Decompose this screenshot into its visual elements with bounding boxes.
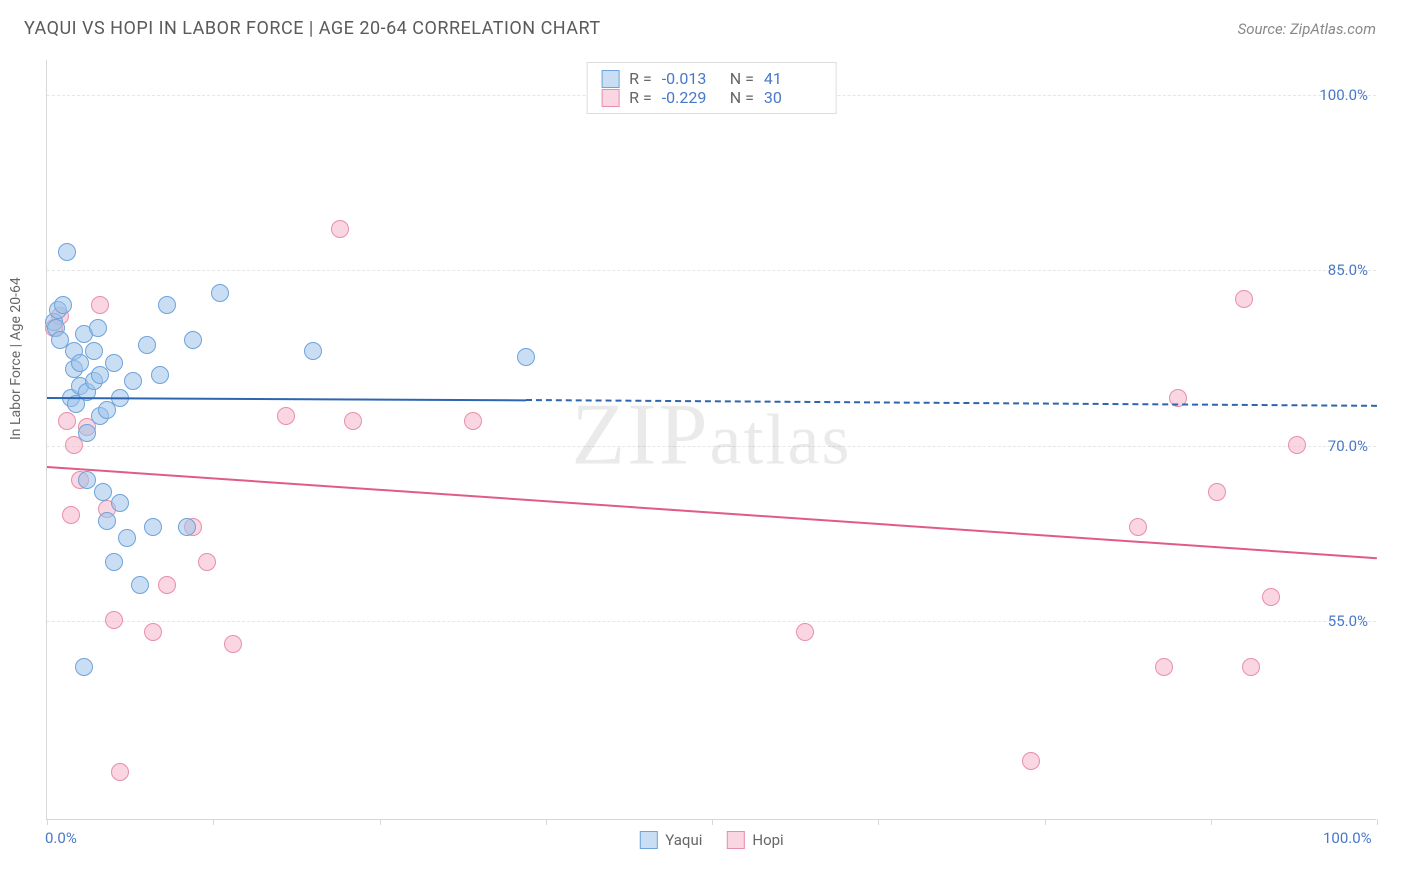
data-point-yaqui: [78, 471, 96, 489]
legend-label-yaqui: Yaqui: [665, 831, 702, 849]
ytick-label: 100.0%: [1319, 86, 1368, 104]
chart-header: YAQUI VS HOPI IN LABOR FORCE | AGE 20-64…: [0, 0, 1406, 49]
legend-swatch-hopi-b: [726, 831, 744, 849]
xtick: [1377, 819, 1378, 825]
data-point-yaqui: [105, 354, 123, 372]
data-point-yaqui: [105, 553, 123, 571]
data-point-yaqui: [151, 366, 169, 384]
data-point-hopi: [277, 407, 295, 425]
data-point-hopi: [111, 763, 129, 781]
legend-row-yaqui: R = -0.013 N = 41: [601, 69, 822, 88]
data-point-yaqui: [144, 518, 162, 536]
legend-n-label: N =: [730, 69, 754, 88]
ytick-label: 85.0%: [1328, 261, 1368, 279]
data-point-yaqui: [58, 243, 76, 261]
legend-swatch-hopi: [601, 89, 619, 107]
xtick-label: 100.0%: [1323, 829, 1372, 847]
legend-r-label: R =: [629, 88, 652, 107]
xtick: [380, 819, 381, 825]
data-point-yaqui: [94, 483, 112, 501]
data-point-hopi: [331, 220, 349, 238]
xtick: [213, 819, 214, 825]
data-point-hopi: [1242, 658, 1260, 676]
data-point-yaqui: [124, 372, 142, 390]
data-point-hopi: [796, 623, 814, 641]
chart-plot-area: ZIPatlas R = -0.013 N = 41 R = -0.229 N …: [46, 60, 1376, 820]
data-point-hopi: [158, 576, 176, 594]
xtick-label: 0.0%: [45, 829, 77, 847]
gridline: [47, 270, 1376, 271]
legend-row-hopi: R = -0.229 N = 30: [601, 88, 822, 107]
data-point-hopi: [1288, 436, 1306, 454]
data-point-yaqui: [158, 296, 176, 314]
y-axis-label: In Labor Force | Age 20-64: [8, 277, 24, 440]
xtick: [1045, 819, 1046, 825]
data-point-hopi: [464, 412, 482, 430]
data-point-yaqui: [304, 342, 322, 360]
data-point-hopi: [62, 506, 80, 524]
data-point-hopi: [1235, 290, 1253, 308]
chart-source: Source: ZipAtlas.com: [1238, 20, 1376, 38]
data-point-hopi: [224, 635, 242, 653]
legend-n-hopi: 30: [764, 88, 822, 107]
data-point-yaqui: [89, 319, 107, 337]
data-point-hopi: [1208, 483, 1226, 501]
legend-swatch-yaqui-b: [639, 831, 657, 849]
data-point-hopi: [105, 611, 123, 629]
data-point-hopi: [1262, 588, 1280, 606]
ytick-label: 55.0%: [1328, 612, 1368, 630]
legend-r-yaqui: -0.013: [662, 69, 720, 88]
legend-swatch-yaqui: [601, 70, 619, 88]
xtick: [47, 819, 48, 825]
data-point-hopi: [1155, 658, 1173, 676]
data-point-yaqui: [54, 296, 72, 314]
legend-n-label: N =: [730, 88, 754, 107]
data-point-yaqui: [184, 331, 202, 349]
legend-n-yaqui: 41: [764, 69, 822, 88]
data-point-hopi: [344, 412, 362, 430]
legend-series: Yaqui Hopi: [639, 831, 783, 849]
xtick: [878, 819, 879, 825]
legend-item-hopi: Hopi: [726, 831, 783, 849]
legend-r-hopi: -0.229: [662, 88, 720, 107]
legend-r-label: R =: [629, 69, 652, 88]
trendline-hopi: [47, 466, 1377, 559]
xtick: [712, 819, 713, 825]
legend-item-yaqui: Yaqui: [639, 831, 702, 849]
xtick: [1211, 819, 1212, 825]
data-point-yaqui: [517, 348, 535, 366]
data-point-hopi: [144, 623, 162, 641]
data-point-hopi: [91, 296, 109, 314]
data-point-hopi: [198, 553, 216, 571]
data-point-yaqui: [211, 284, 229, 302]
trendline-yaqui-extrap: [526, 399, 1377, 407]
gridline: [47, 446, 1376, 447]
data-point-yaqui: [75, 658, 93, 676]
data-point-yaqui: [138, 336, 156, 354]
ytick-label: 70.0%: [1328, 437, 1368, 455]
data-point-hopi: [1022, 752, 1040, 770]
data-point-yaqui: [118, 529, 136, 547]
data-point-yaqui: [178, 518, 196, 536]
data-point-yaqui: [98, 512, 116, 530]
data-point-yaqui: [85, 342, 103, 360]
legend-label-hopi: Hopi: [752, 831, 783, 849]
gridline: [47, 621, 1376, 622]
legend-correlation: R = -0.013 N = 41 R = -0.229 N = 30: [586, 62, 837, 114]
data-point-yaqui: [78, 424, 96, 442]
xtick: [546, 819, 547, 825]
data-point-hopi: [58, 412, 76, 430]
data-point-hopi: [1129, 518, 1147, 536]
chart-title: YAQUI VS HOPI IN LABOR FORCE | AGE 20-64…: [24, 18, 601, 39]
data-point-yaqui: [111, 494, 129, 512]
data-point-yaqui: [131, 576, 149, 594]
